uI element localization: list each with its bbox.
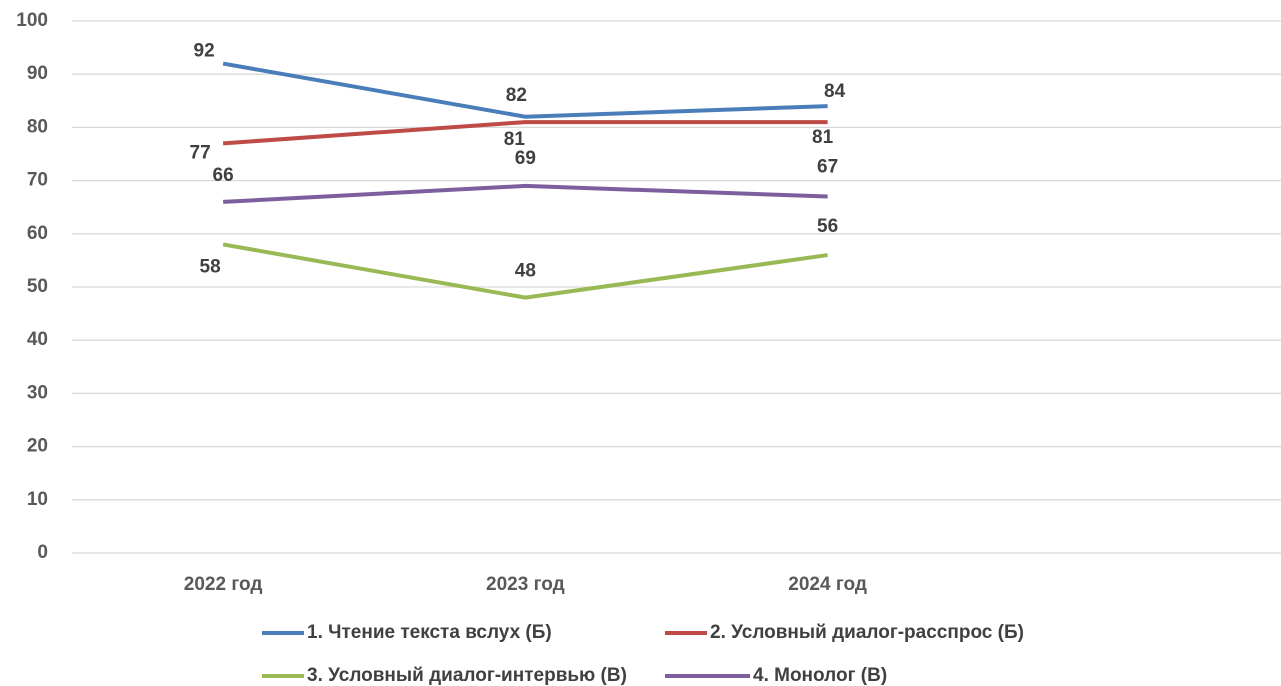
data-label: 69 bbox=[515, 148, 536, 169]
y-tick-label: 100 bbox=[16, 10, 48, 31]
data-label: 92 bbox=[194, 41, 215, 62]
data-label: 56 bbox=[817, 216, 838, 237]
legend-label: 3. Условный диалог-интервью (В) bbox=[307, 665, 627, 686]
y-tick-label: 20 bbox=[27, 436, 48, 457]
data-label: 84 bbox=[824, 81, 846, 102]
y-tick-label: 50 bbox=[27, 276, 48, 297]
y-tick-label: 40 bbox=[27, 329, 48, 350]
legend-label: 2. Условный диалог-расспрос (Б) bbox=[710, 622, 1024, 643]
legend-label: 1. Чтение текста вслух (Б) bbox=[307, 622, 552, 643]
data-label: 81 bbox=[504, 129, 526, 150]
x-tick-label: 2022 год bbox=[184, 574, 263, 595]
y-tick-label: 90 bbox=[27, 63, 48, 84]
data-label: 67 bbox=[817, 157, 838, 178]
series-line bbox=[222, 61, 828, 119]
y-tick-label: 70 bbox=[27, 170, 48, 191]
y-tick-label: 10 bbox=[27, 489, 48, 510]
x-tick-label: 2024 год bbox=[788, 574, 867, 595]
series-line bbox=[222, 242, 828, 300]
y-tick-label: 0 bbox=[37, 542, 48, 563]
y-tick-label: 60 bbox=[27, 223, 48, 244]
data-label: 81 bbox=[812, 127, 834, 148]
x-tick-label: 2023 год bbox=[486, 574, 565, 595]
series-line bbox=[223, 183, 828, 204]
series-line bbox=[222, 120, 828, 146]
y-tick-label: 80 bbox=[27, 116, 48, 137]
legend-label: 4. Монолог (В) bbox=[753, 665, 887, 686]
data-label: 66 bbox=[213, 165, 234, 186]
data-label: 82 bbox=[506, 85, 527, 106]
data-label: 58 bbox=[200, 256, 221, 277]
y-tick-label: 30 bbox=[27, 382, 48, 403]
data-label: 77 bbox=[190, 142, 211, 163]
data-label: 48 bbox=[515, 261, 536, 282]
